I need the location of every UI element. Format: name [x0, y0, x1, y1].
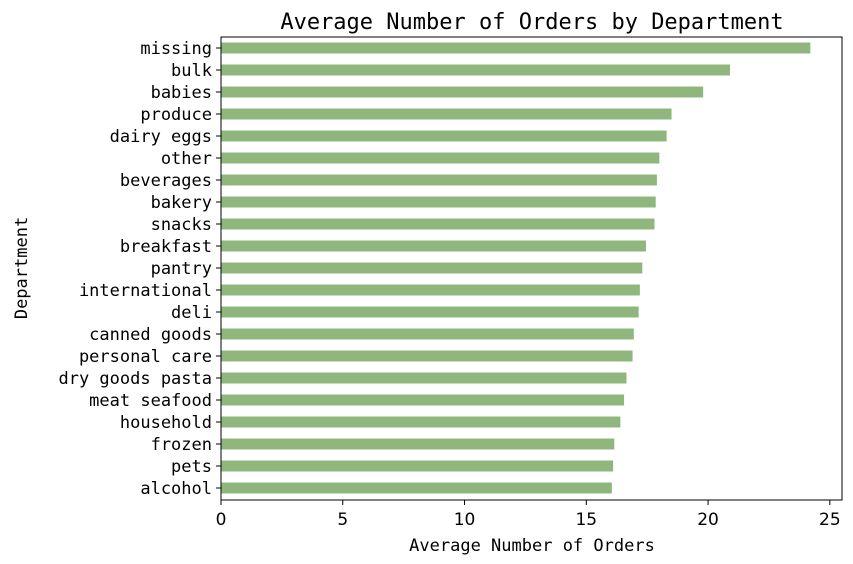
- y-axis-label: Department: [12, 217, 32, 319]
- bar-babies: [221, 86, 704, 98]
- chart-title: Average Number of Orders by Department: [280, 10, 783, 35]
- category-label: international: [79, 281, 212, 301]
- category-label: canned goods: [89, 325, 212, 345]
- bar-dry-goods-pasta: [221, 372, 627, 384]
- category-label: meat seafood: [89, 391, 212, 411]
- bar-meat-seafood: [221, 394, 625, 406]
- x-tick-label: 10: [454, 510, 476, 530]
- bar-missing: [221, 42, 811, 54]
- category-label: breakfast: [120, 237, 212, 257]
- category-label: beverages: [120, 171, 212, 191]
- category-label: bulk: [171, 61, 212, 81]
- bar-other: [221, 152, 660, 164]
- bars-group: [221, 42, 811, 494]
- bar-bulk: [221, 64, 730, 76]
- x-tick-label: 15: [575, 510, 597, 530]
- category-label: alcohol: [140, 479, 212, 499]
- category-label: snacks: [151, 215, 212, 235]
- bar-snacks: [221, 218, 655, 230]
- plot-frame: [220, 36, 843, 501]
- bar-beverages: [221, 174, 657, 186]
- category-label: bakery: [151, 193, 212, 213]
- x-tick-label: 20: [697, 510, 719, 530]
- category-label: dairy eggs: [110, 127, 212, 147]
- x-axis-label: Average Number of Orders: [409, 536, 655, 556]
- bar-personal-care: [221, 350, 633, 362]
- x-tick-label: 0: [216, 510, 227, 530]
- bar-frozen: [221, 438, 615, 450]
- bar-pets: [221, 460, 614, 472]
- category-label: dry goods pasta: [58, 369, 212, 389]
- category-label: pets: [171, 457, 212, 477]
- bar-deli: [221, 306, 639, 318]
- category-label: missing: [140, 39, 212, 59]
- bar-pantry: [221, 262, 643, 274]
- x-tick-label: 25: [819, 510, 841, 530]
- category-label: deli: [171, 303, 212, 323]
- category-label: pantry: [151, 259, 212, 279]
- bar-canned-goods: [221, 328, 634, 340]
- bar-dairy-eggs: [221, 130, 667, 142]
- x-tick-label: 5: [337, 510, 348, 530]
- bar-breakfast: [221, 240, 646, 252]
- category-label: household: [120, 413, 212, 433]
- category-label: personal care: [79, 347, 212, 367]
- category-label: babies: [151, 83, 212, 103]
- category-label: frozen: [151, 435, 212, 455]
- category-label: other: [161, 149, 212, 169]
- bar-household: [221, 416, 621, 428]
- x-ticks: 0 5 10 15 20 25: [216, 500, 841, 530]
- bar-alcohol: [221, 482, 612, 494]
- bar-bakery: [221, 196, 656, 208]
- category-label: produce: [140, 105, 212, 125]
- bar-international: [221, 284, 640, 296]
- bar-produce: [221, 108, 672, 120]
